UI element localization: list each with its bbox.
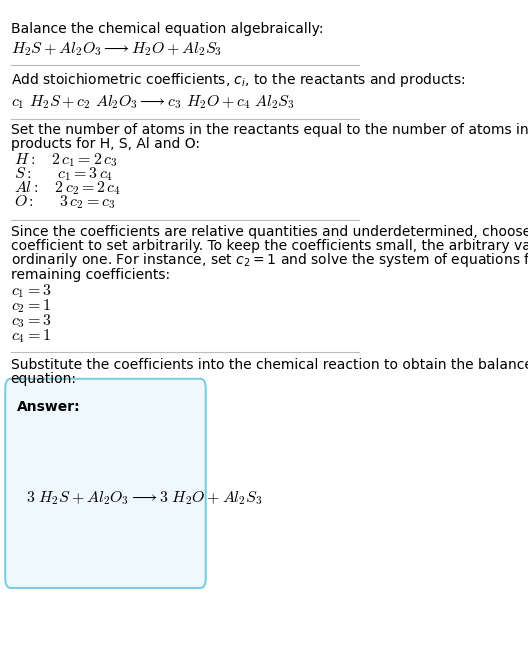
Text: $H_2S + Al_2O_3 \longrightarrow H_2O + Al_2S_3$: $H_2S + Al_2O_3 \longrightarrow H_2O + A… — [11, 40, 222, 58]
Text: equation:: equation: — [11, 372, 77, 386]
Text: Since the coefficients are relative quantities and underdetermined, choose a: Since the coefficients are relative quan… — [11, 225, 528, 239]
Text: ordinarily one. For instance, set $c_2 = 1$ and solve the system of equations fo: ordinarily one. For instance, set $c_2 =… — [11, 251, 528, 269]
Text: products for H, S, Al and O:: products for H, S, Al and O: — [11, 138, 200, 151]
Text: coefficient to set arbitrarily. To keep the coefficients small, the arbitrary va: coefficient to set arbitrarily. To keep … — [11, 239, 528, 253]
Text: $c_1\ H_2S + c_2\ Al_2O_3 \longrightarrow c_3\ H_2O + c_4\ Al_2S_3$: $c_1\ H_2S + c_2\ Al_2O_3 \longrightarro… — [11, 93, 294, 111]
Text: $Al:\quad 2\,c_2 = 2\,c_4$: $Al:\quad 2\,c_2 = 2\,c_4$ — [14, 179, 121, 197]
Text: $c_3 = 3$: $c_3 = 3$ — [11, 312, 51, 330]
Text: $c_1 = 3$: $c_1 = 3$ — [11, 282, 51, 300]
Text: Set the number of atoms in the reactants equal to the number of atoms in the: Set the number of atoms in the reactants… — [11, 123, 528, 138]
Text: $c_4 = 1$: $c_4 = 1$ — [11, 327, 51, 344]
Text: $O:\quad\ \ 3\,c_2 = c_3$: $O:\quad\ \ 3\,c_2 = c_3$ — [14, 194, 116, 211]
Text: Answer:: Answer: — [17, 400, 81, 414]
Text: Add stoichiometric coefficients, $c_i$, to the reactants and products:: Add stoichiometric coefficients, $c_i$, … — [11, 71, 465, 89]
Text: $H:\quad 2\,c_1 = 2\,c_3$: $H:\quad 2\,c_1 = 2\,c_3$ — [14, 151, 118, 169]
Text: $3\ H_2S + Al_2O_3 \longrightarrow 3\ H_2O + Al_2S_3$: $3\ H_2S + Al_2O_3 \longrightarrow 3\ H_… — [26, 489, 262, 507]
Text: $c_2 = 1$: $c_2 = 1$ — [11, 297, 51, 315]
Text: Substitute the coefficients into the chemical reaction to obtain the balanced: Substitute the coefficients into the che… — [11, 357, 528, 372]
Text: $S:\quad\ \ c_1 = 3\,c_4$: $S:\quad\ \ c_1 = 3\,c_4$ — [14, 165, 114, 183]
Text: remaining coefficients:: remaining coefficients: — [11, 267, 170, 282]
FancyBboxPatch shape — [5, 379, 206, 588]
Text: Balance the chemical equation algebraically:: Balance the chemical equation algebraica… — [11, 22, 323, 36]
